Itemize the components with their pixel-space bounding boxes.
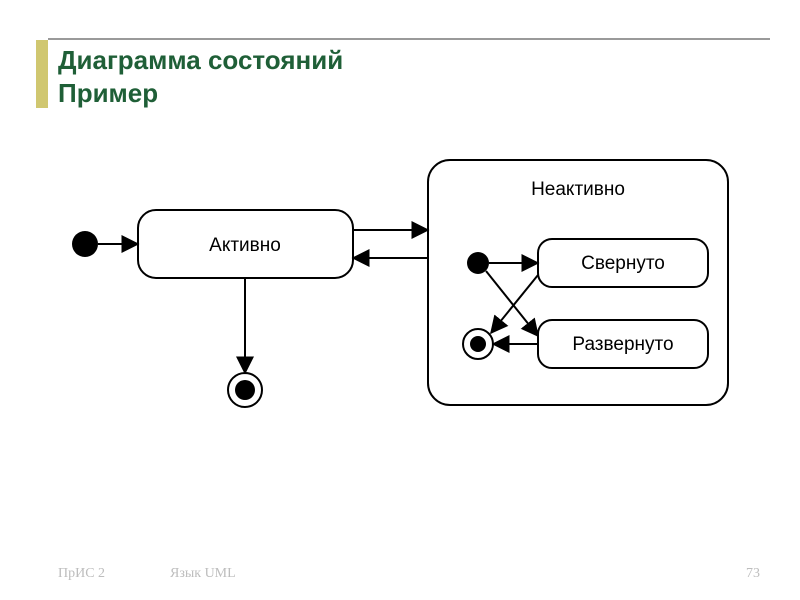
final-state-inner-dot bbox=[470, 336, 486, 352]
state-expanded-label: Развернуто bbox=[572, 334, 673, 355]
footer-page-number: 73 bbox=[746, 566, 760, 582]
state-active-label: Активно bbox=[209, 235, 281, 256]
initial-state-outer bbox=[72, 231, 98, 257]
initial-state-inner bbox=[467, 252, 489, 274]
state-minimized-label: Свернуто bbox=[581, 253, 665, 274]
state-diagram: Активно Неактивно Свернуто Развернуто bbox=[0, 0, 800, 600]
final-state-outer-dot bbox=[235, 380, 255, 400]
state-inactive-label: Неактивно bbox=[531, 179, 625, 200]
footer-center: Язык UML bbox=[170, 566, 236, 582]
footer-left: ПрИС 2 bbox=[58, 566, 105, 582]
